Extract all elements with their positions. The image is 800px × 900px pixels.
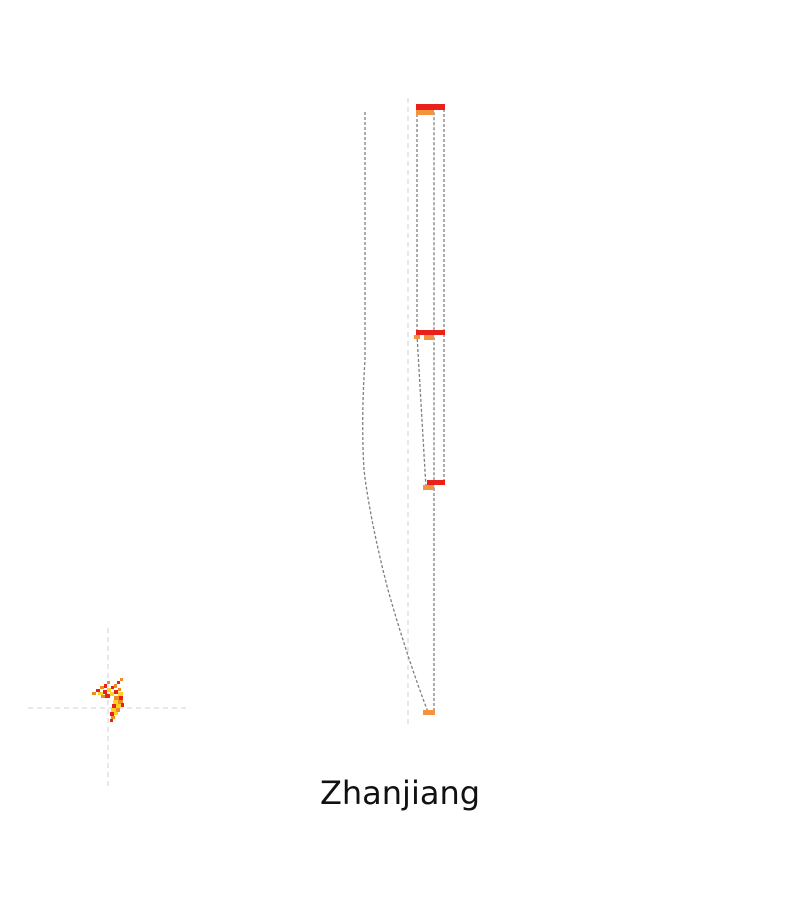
middle-orange-marker-left [414, 335, 420, 339]
lower-orange-marker [423, 485, 434, 490]
map-title: Zhanjiang [319, 774, 481, 812]
locator-inset [28, 628, 188, 790]
lower-red-marker [427, 480, 445, 485]
inset-location-cluster [92, 678, 124, 722]
middle-orange-marker-right [424, 335, 434, 340]
route-markers [414, 104, 445, 715]
coastline-routes [362, 109, 445, 713]
upper-loop-route [416, 109, 435, 489]
top-red-marker [416, 104, 445, 110]
top-orange-marker [416, 110, 434, 115]
bottom-orange-marker [423, 710, 435, 715]
middle-red-marker [416, 330, 445, 335]
long-western-route [362, 112, 429, 713]
